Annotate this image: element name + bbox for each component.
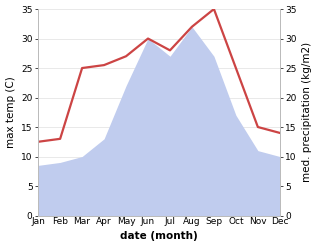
- Y-axis label: med. precipitation (kg/m2): med. precipitation (kg/m2): [302, 42, 313, 182]
- Y-axis label: max temp (C): max temp (C): [5, 76, 16, 148]
- X-axis label: date (month): date (month): [120, 231, 198, 242]
